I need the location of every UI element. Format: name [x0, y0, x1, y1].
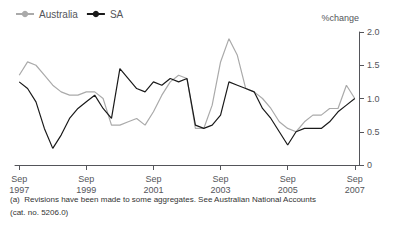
svg-text:Sep: Sep [78, 174, 94, 184]
svg-text:%change: %change [321, 13, 359, 23]
svg-text:0: 0 [367, 160, 372, 170]
svg-text:2005: 2005 [278, 185, 298, 195]
svg-text:(a) Revisions have been made: (a) Revisions have been made to some agg… [10, 195, 316, 204]
svg-text:1997: 1997 [9, 185, 29, 195]
svg-text:SA: SA [110, 9, 124, 20]
svg-text:Sep: Sep [347, 174, 363, 184]
svg-text:Australia: Australia [39, 9, 78, 20]
svg-text:2003: 2003 [211, 185, 231, 195]
svg-text:1.0: 1.0 [367, 94, 380, 104]
svg-text:(cat. no. 5206.0): (cat. no. 5206.0) [10, 208, 69, 217]
svg-text:1.5: 1.5 [367, 60, 380, 70]
svg-text:Sep: Sep [280, 174, 296, 184]
svg-text:Sep: Sep [11, 174, 27, 184]
svg-text:0.5: 0.5 [367, 127, 380, 137]
svg-text:1999: 1999 [76, 185, 96, 195]
svg-text:Sep: Sep [145, 174, 161, 184]
svg-text:2007: 2007 [345, 185, 365, 195]
svg-text:2.0: 2.0 [367, 27, 380, 37]
svg-text:Sep: Sep [213, 174, 229, 184]
svg-text:2001: 2001 [143, 185, 163, 195]
